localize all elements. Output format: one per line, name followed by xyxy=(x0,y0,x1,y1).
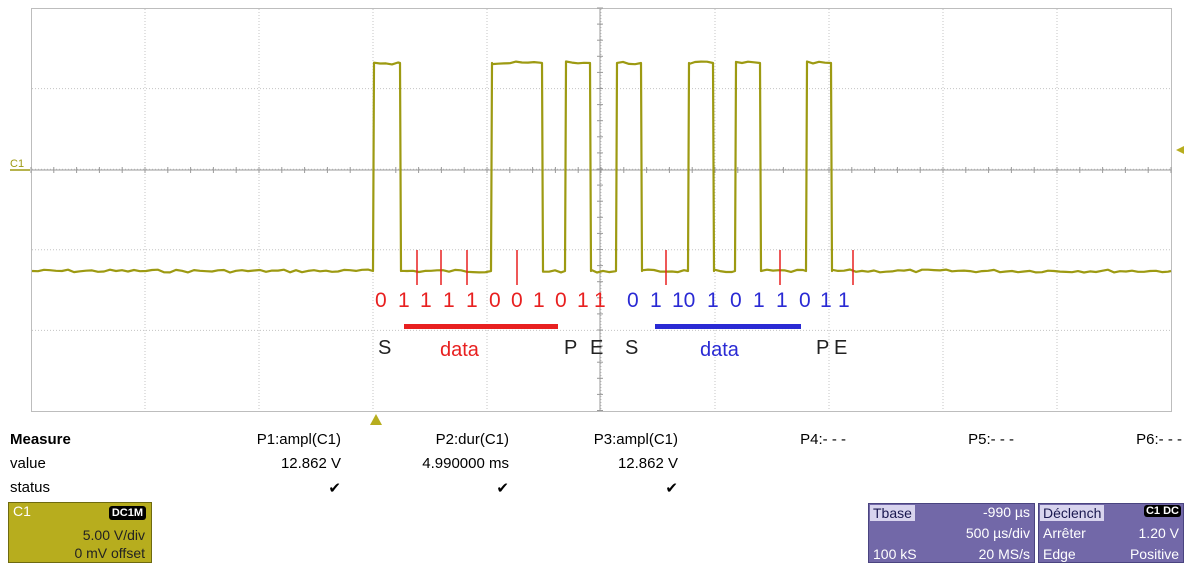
decoded-bit-blue-trailing: 1 xyxy=(838,289,850,312)
end-marker-second: E xyxy=(834,337,847,359)
end-marker-first: E xyxy=(590,337,603,359)
param-p1-status-check-icon: ✔ xyxy=(328,480,341,497)
decoded-bit-blue: 1 xyxy=(820,289,832,312)
data-span-underline-second xyxy=(655,324,801,329)
timebase-label: Tbase xyxy=(870,505,915,521)
param-p5-name[interactable]: P5:- - - xyxy=(968,431,1014,448)
decoded-bit-blue: 0 xyxy=(627,289,639,312)
decoded-bit-red: 1 xyxy=(533,289,545,312)
measure-status-label: status xyxy=(10,479,51,496)
decoded-bit-red: 1 xyxy=(420,289,432,312)
decoded-bit-blue: 0 xyxy=(730,289,742,312)
trigger-descriptor[interactable]: Déclench C1 DC Arrêter 1.20 V Edge Posit… xyxy=(1038,503,1184,563)
trigger-position-marker xyxy=(370,414,382,425)
decoded-bit-red-trailing: 1 xyxy=(594,289,606,312)
decoded-bit-red: 1 xyxy=(398,289,410,312)
decoded-bit-red: 0 xyxy=(489,289,501,312)
trigger-mode: Arrêter xyxy=(1043,525,1086,541)
channel-c1-waveform xyxy=(31,60,1172,274)
decoded-bit-red: 0 xyxy=(375,289,387,312)
trigger-level-marker xyxy=(1176,146,1184,154)
parity-marker-first: P xyxy=(564,337,577,359)
decoded-bit-red: 1 xyxy=(443,289,455,312)
graticule-grid xyxy=(30,7,1172,412)
trigger-slope: Positive xyxy=(1129,546,1179,562)
param-p2-status-check-icon: ✔ xyxy=(496,480,509,497)
channel-c1-offset: 0 mV offset xyxy=(74,545,145,561)
timebase-samples: 100 kS xyxy=(873,546,917,562)
channel-c1-badge-label: C1 xyxy=(13,503,31,519)
decoded-bit-blue: 1 xyxy=(707,289,719,312)
trigger-label: Déclench xyxy=(1040,505,1105,521)
channel-c1-descriptor[interactable]: C1 DC1M 5.00 V/div 0 mV offset xyxy=(8,502,152,563)
trigger-type: Edge xyxy=(1043,546,1076,562)
measure-value-label: value xyxy=(10,455,46,472)
parity-marker-second: P xyxy=(816,337,829,359)
channel-c1-coupling: DC1M xyxy=(108,506,146,520)
decoded-bit-red: 1 xyxy=(466,289,478,312)
measure-status-row: status ✔ ✔ ✔ xyxy=(0,479,1184,501)
trigger-level: 1.20 V xyxy=(1138,525,1179,541)
decoded-bit-red: 0 xyxy=(555,289,567,312)
param-p2-value: 4.990000 ms xyxy=(422,455,509,472)
param-p4-name[interactable]: P4:- - - xyxy=(800,431,846,448)
trigger-source-tag: C1 DC xyxy=(1143,505,1181,517)
decoded-bits-second-frame: 0 1 10 1 0 1 1 0 1 1 xyxy=(627,289,850,312)
timebase-per-div: 500 µs/div xyxy=(965,525,1030,541)
param-p3-value: 12.862 V xyxy=(617,455,678,472)
timebase-delay: -990 µs xyxy=(983,504,1030,520)
param-p3-status-check-icon: ✔ xyxy=(665,480,678,497)
decoded-bit-blue: 1 xyxy=(650,289,662,312)
param-p1-value: 12.862 V xyxy=(280,455,341,472)
decoded-bit-blue: 10 xyxy=(672,289,695,312)
channel-c1-trace-label[interactable]: C1 xyxy=(10,158,24,170)
timebase-descriptor[interactable]: Tbase -990 µs 500 µs/div 100 kS 20 MS/s xyxy=(868,503,1035,563)
measure-header-row: Measure P1:ampl(C1) P2:dur(C1) P3:ampl(C… xyxy=(0,431,1184,453)
timebase-sample-rate: 20 MS/s xyxy=(978,546,1030,562)
data-span-underline-first xyxy=(404,324,558,329)
decoded-bit-blue: 1 xyxy=(776,289,788,312)
param-p6-name[interactable]: P6:- - - xyxy=(1136,431,1182,448)
measure-title: Measure xyxy=(10,431,71,448)
start-marker-second: S xyxy=(625,337,638,359)
decoded-bit-blue: 1 xyxy=(753,289,765,312)
decoded-bit-blue: 0 xyxy=(799,289,811,312)
data-label-second: data xyxy=(700,339,740,361)
param-p1-name[interactable]: P1:ampl(C1) xyxy=(256,431,341,448)
param-p3-name[interactable]: P3:ampl(C1) xyxy=(593,431,678,448)
start-marker-first: S xyxy=(378,337,391,359)
decode-bit-ticks xyxy=(416,250,854,285)
data-label-first: data xyxy=(440,339,480,361)
decoded-bit-red: 0 xyxy=(511,289,523,312)
decoded-bit-red: 1 xyxy=(577,289,589,312)
param-p2-name[interactable]: P2:dur(C1) xyxy=(435,431,509,448)
measure-value-row: value 12.862 V 4.990000 ms 12.862 V xyxy=(0,455,1184,477)
channel-c1-volts-per-div: 5.00 V/div xyxy=(82,527,145,543)
